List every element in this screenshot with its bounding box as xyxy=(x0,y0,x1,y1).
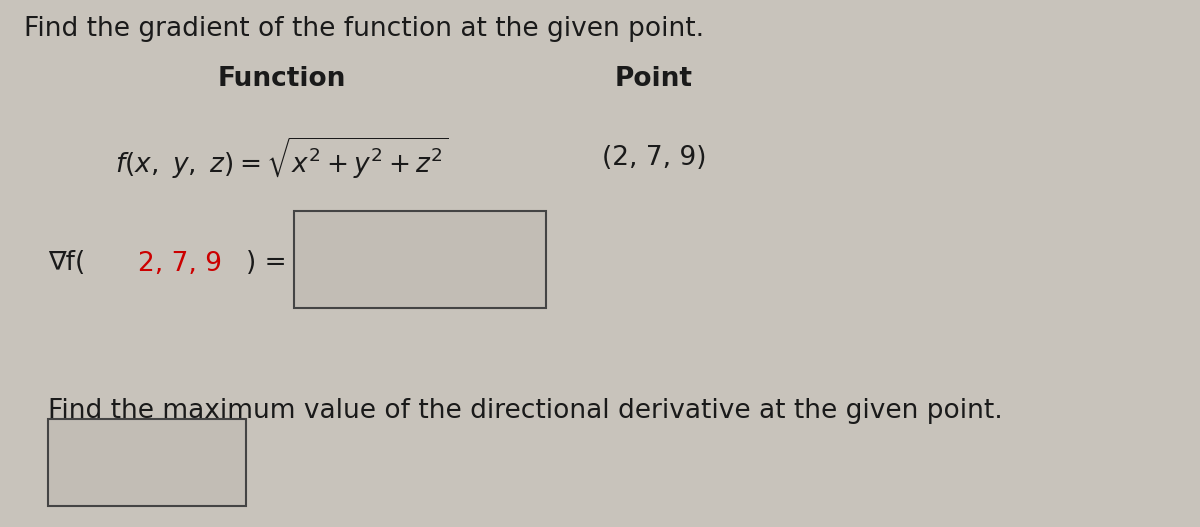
Text: Function: Function xyxy=(218,66,346,92)
Text: 2, 7, 9: 2, 7, 9 xyxy=(138,250,222,277)
Text: ∇f(: ∇f( xyxy=(48,250,85,277)
Text: Find the maximum value of the directional derivative at the given point.: Find the maximum value of the directiona… xyxy=(48,398,1003,424)
FancyBboxPatch shape xyxy=(48,419,246,506)
Text: Point: Point xyxy=(616,66,694,92)
Text: $f(x,\ y,\ z) = \sqrt{x^2 + y^2 + z^2}$: $f(x,\ y,\ z) = \sqrt{x^2 + y^2 + z^2}$ xyxy=(115,135,449,181)
Text: (2, 7, 9): (2, 7, 9) xyxy=(601,145,707,171)
FancyBboxPatch shape xyxy=(294,211,546,308)
Text: Find the gradient of the function at the given point.: Find the gradient of the function at the… xyxy=(24,16,704,42)
Text: ) =: ) = xyxy=(246,250,287,277)
